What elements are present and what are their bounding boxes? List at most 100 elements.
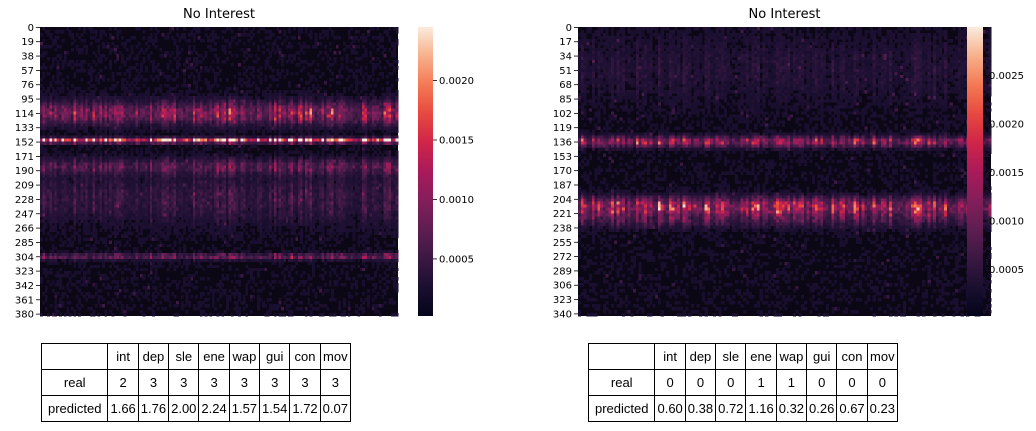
heatmap-cell	[264, 123, 268, 127]
heatmap-cell	[51, 93, 55, 97]
heatmap-cell	[326, 132, 330, 136]
heatmap-cell	[54, 177, 58, 181]
heatmap-cell	[106, 177, 110, 181]
heatmap-cell	[300, 96, 303, 100]
heatmap-cell	[257, 30, 260, 34]
heatmap-cell	[288, 135, 291, 139]
heatmap-cell	[63, 141, 67, 145]
heatmap-cell	[214, 75, 218, 79]
heatmap-cell	[221, 129, 225, 133]
heatmap-cell	[178, 108, 182, 112]
heatmap-cell	[92, 84, 96, 88]
heatmap-cell	[118, 96, 122, 100]
heatmap-cell	[44, 51, 48, 55]
heatmap-cell	[90, 141, 93, 145]
heatmap-cell	[164, 162, 167, 166]
heatmap-cell	[324, 141, 327, 145]
heatmap-cell	[278, 180, 282, 184]
heatmap-cell	[109, 153, 112, 157]
heatmap-cell	[257, 141, 260, 145]
heatmap-cell	[59, 168, 62, 172]
heatmap-cell	[94, 105, 98, 109]
heatmap-cell	[113, 174, 117, 178]
heatmap-cell	[378, 108, 382, 112]
heatmap-cell	[273, 120, 277, 124]
heatmap-cell	[209, 141, 213, 145]
heatmap-cell	[168, 180, 172, 184]
heatmap-cell	[355, 141, 358, 145]
heatmap-cell	[288, 102, 291, 106]
heatmap-cell	[233, 96, 237, 100]
heatmap-cell	[276, 159, 280, 163]
heatmap-cell	[149, 135, 153, 139]
heatmap-cell	[171, 120, 175, 124]
heatmap-cell	[159, 111, 163, 115]
heatmap-cell	[207, 117, 210, 121]
heatmap-cell	[388, 36, 392, 40]
heatmap-cell	[350, 36, 354, 40]
heatmap-cell	[259, 153, 263, 157]
heatmap-cell	[66, 114, 70, 118]
heatmap-cell	[350, 132, 354, 136]
heatmap-cell	[388, 171, 392, 175]
heatmap-cell	[364, 72, 368, 76]
heatmap-cell	[307, 87, 311, 91]
heatmap-cell	[324, 93, 327, 97]
heatmap-cell	[223, 120, 227, 124]
heatmap-cell	[82, 174, 86, 178]
heatmap-cell	[214, 165, 218, 169]
heatmap-cell	[226, 126, 229, 130]
heatmap-cell	[185, 135, 189, 139]
heatmap-cell	[176, 123, 179, 127]
heatmap-cell	[390, 63, 394, 67]
heatmap-cell	[307, 114, 311, 118]
heatmap-cell	[180, 162, 184, 166]
heatmap-cell	[312, 105, 315, 109]
heatmap-cell	[204, 69, 208, 73]
heatmap-cell	[173, 39, 177, 43]
heatmap-cell	[154, 162, 158, 166]
heatmap-cell	[352, 180, 356, 184]
heatmap-cell	[109, 120, 112, 124]
heatmap-cell	[216, 171, 220, 175]
heatmap-cell	[185, 96, 189, 100]
heatmap-cell	[137, 93, 141, 97]
heatmap-cell	[242, 162, 246, 166]
heatmap-cell	[49, 36, 53, 40]
heatmap-cell	[82, 60, 86, 64]
heatmap-cell	[209, 177, 213, 181]
heatmap-cell	[333, 132, 337, 136]
heatmap-cell	[269, 105, 272, 109]
heatmap-cell	[190, 120, 194, 124]
heatmap-cell	[359, 174, 363, 178]
heatmap-cell	[173, 120, 177, 124]
heatmap-cell	[106, 153, 110, 157]
heatmap-cell	[321, 177, 325, 181]
heatmap-cell	[219, 90, 222, 94]
heatmap-cell	[211, 114, 215, 118]
heatmap-cell	[366, 105, 370, 109]
heatmap-cell	[304, 135, 308, 139]
heatmap-cell	[154, 75, 158, 79]
heatmap-cell	[259, 177, 263, 181]
heatmap-cell	[369, 165, 373, 169]
heatmap-cell	[75, 102, 79, 106]
heatmap-cell	[80, 156, 84, 160]
heatmap-cell	[355, 30, 358, 34]
heatmap-cell	[290, 108, 294, 112]
heatmap-cell	[338, 108, 342, 112]
heatmap-cell	[68, 141, 72, 145]
heatmap-cell	[164, 168, 167, 172]
heatmap-cell	[106, 135, 110, 139]
heatmap-cell	[343, 120, 346, 124]
heatmap-cell	[302, 87, 306, 91]
heatmap-cell	[176, 180, 179, 184]
heatmap-cell	[247, 168, 251, 172]
heatmap-cell	[187, 114, 191, 118]
heatmap-cell	[343, 96, 346, 100]
heatmap-cell	[49, 66, 53, 70]
heatmap-cell	[343, 153, 346, 157]
heatmap-cell	[350, 99, 354, 103]
heatmap-cell	[211, 180, 215, 184]
heatmap-cell	[335, 105, 339, 109]
